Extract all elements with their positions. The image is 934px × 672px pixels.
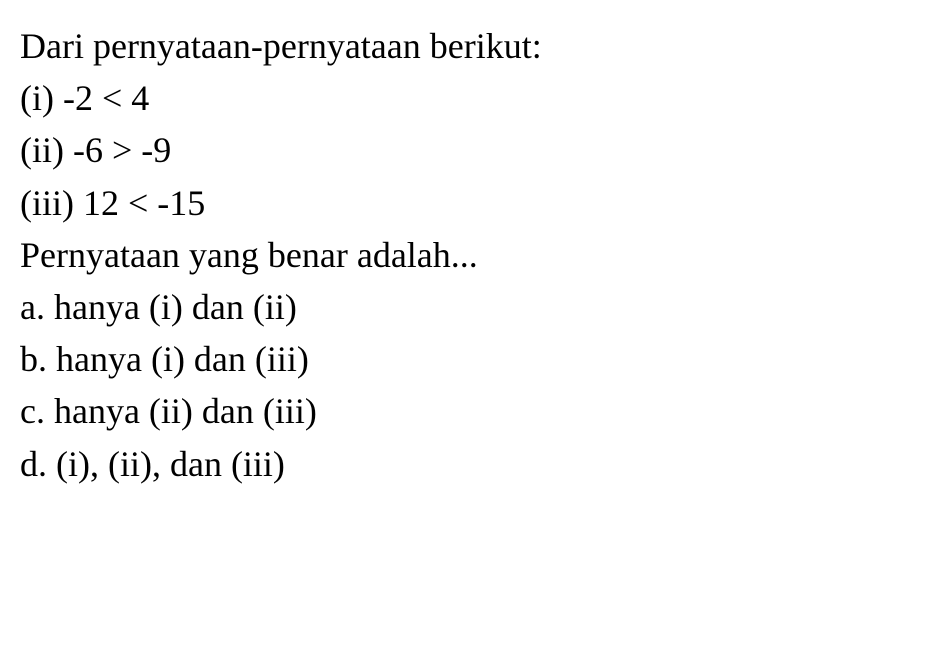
statement-i: (i) -2 < 4 — [20, 72, 914, 124]
option-c: c. hanya (ii) dan (iii) — [20, 385, 914, 437]
option-a: a. hanya (i) dan (ii) — [20, 281, 914, 333]
question-text: Pernyataan yang benar adalah... — [20, 229, 914, 281]
intro-text: Dari pernyataan-pernyataan berikut: — [20, 20, 914, 72]
option-d: d. (i), (ii), dan (iii) — [20, 438, 914, 490]
option-b: b. hanya (i) dan (iii) — [20, 333, 914, 385]
statement-iii: (iii) 12 < -15 — [20, 177, 914, 229]
statement-ii: (ii) -6 > -9 — [20, 124, 914, 176]
